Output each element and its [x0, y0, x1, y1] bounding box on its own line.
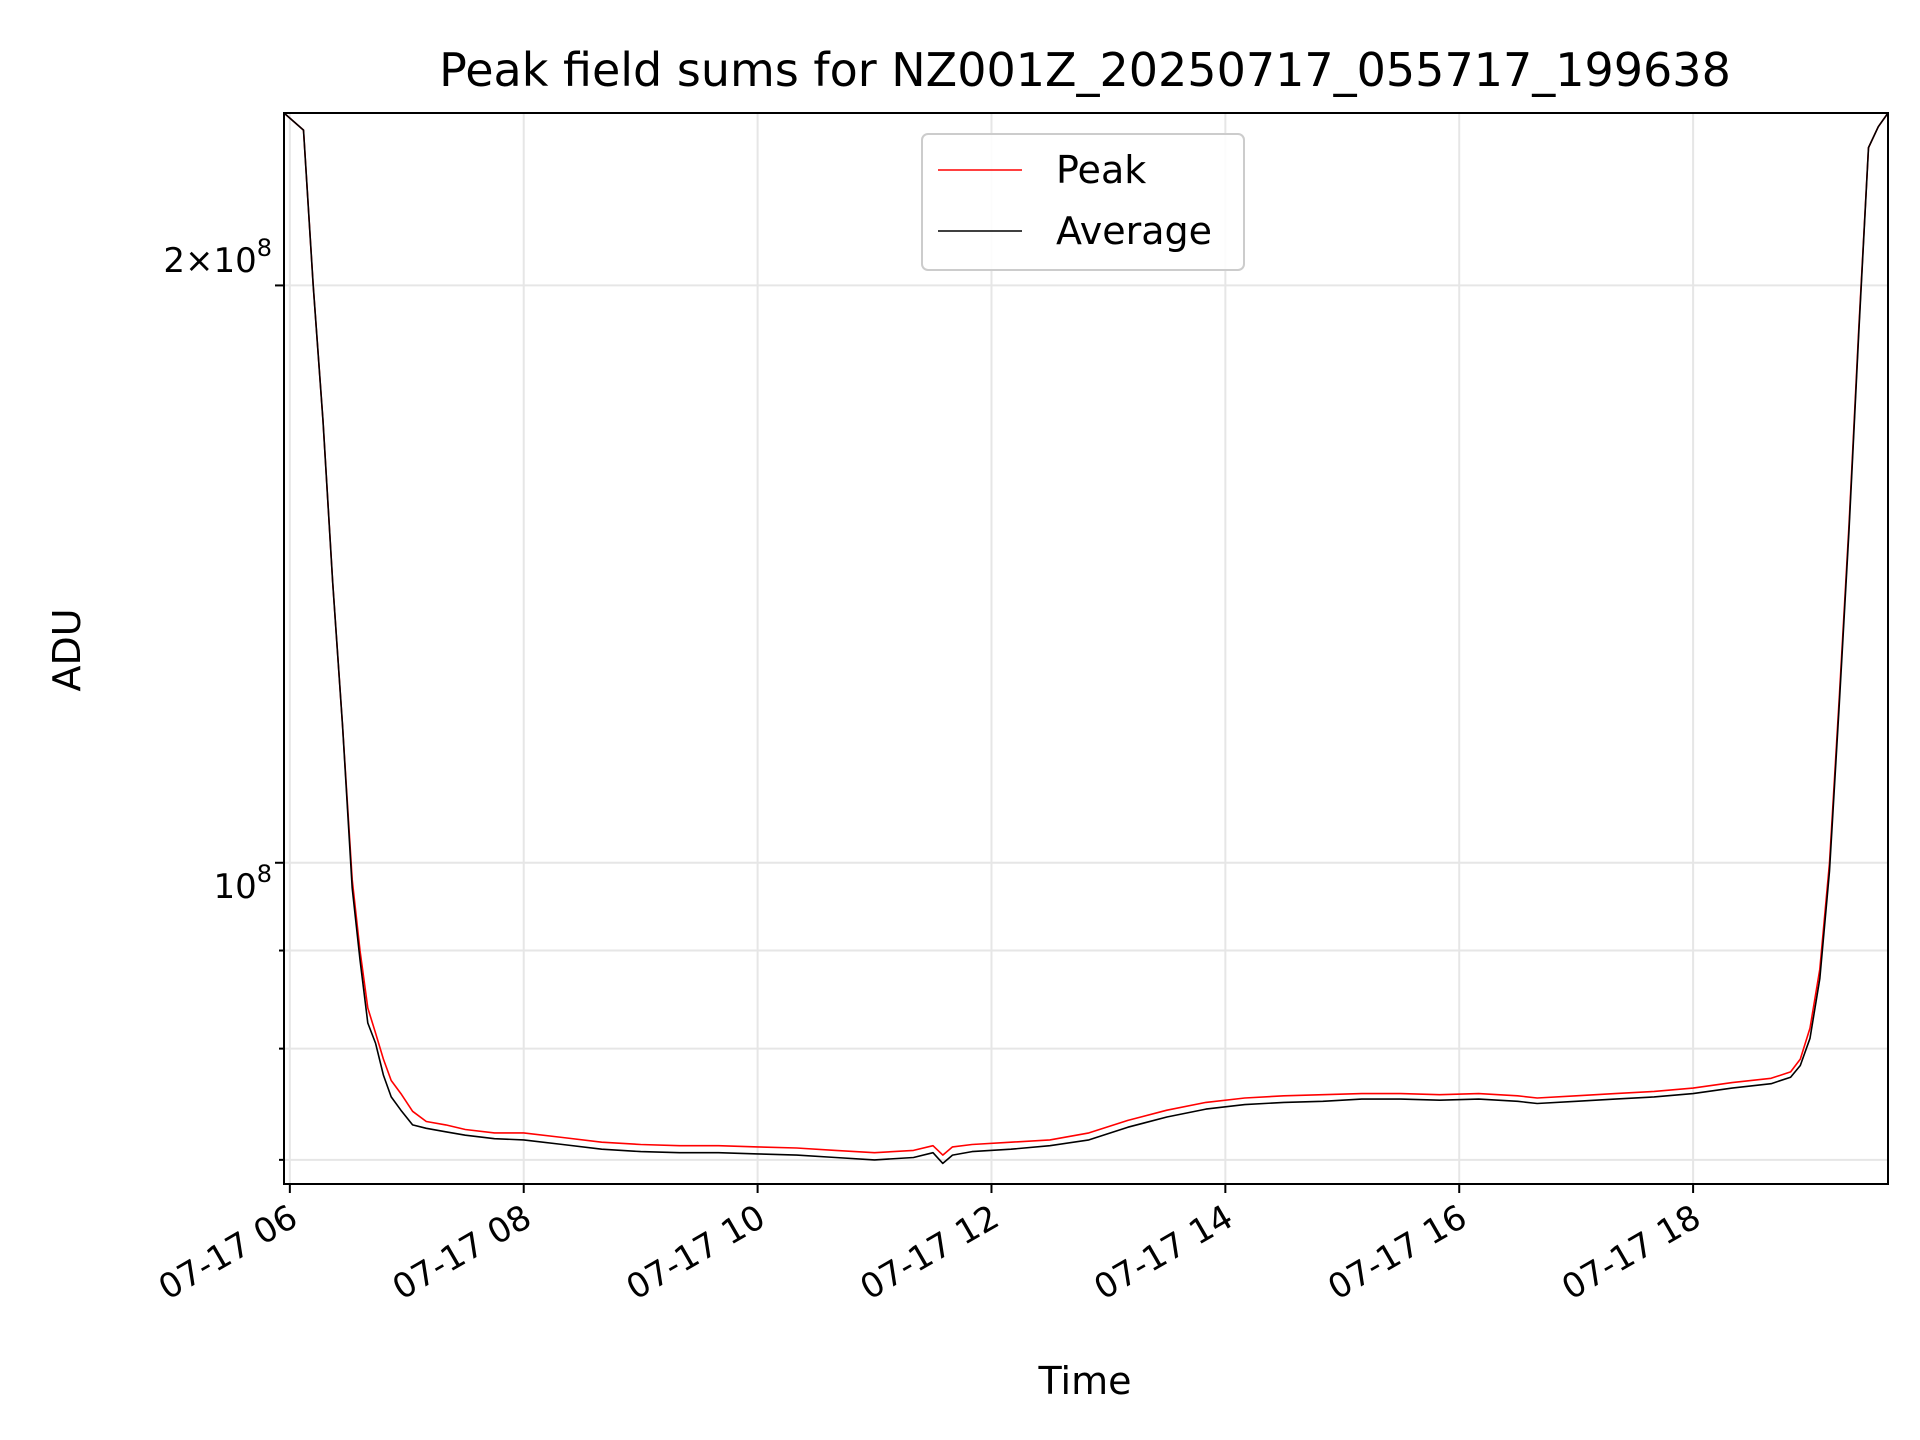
grid — [284, 113, 1888, 1184]
plot-area — [283, 112, 1889, 1165]
y-tick-1e8-exp: 8 — [257, 860, 272, 888]
legend-label-peak: Peak — [1056, 148, 1146, 192]
y-axis-label: ADU — [45, 608, 89, 691]
legend-label-average: Average — [1056, 209, 1212, 253]
series-line-average — [283, 112, 1889, 1165]
y-tick-label-1e8: 108 — [213, 860, 272, 907]
y-tick-1e8-ten: 10 — [213, 867, 256, 907]
y-tick-2e8-times: × — [185, 241, 214, 281]
series-line-peak — [283, 112, 1889, 1156]
y-tick-2e8-exp: 8 — [257, 234, 272, 262]
x-axis-label: Time — [1038, 1359, 1132, 1403]
y-tick-2e8-ten: 10 — [213, 241, 256, 281]
plot-frame — [283, 112, 1889, 1185]
legend-box — [921, 133, 1245, 271]
y-axis: 2×108 108 — [163, 234, 284, 1161]
legend: Peak Average — [921, 133, 1245, 271]
y-tick-2e8-base: 2 — [163, 241, 185, 281]
chart-title: Peak field sums for NZ001Z_20250717_0557… — [439, 43, 1731, 97]
y-tick-label-2e8: 2×108 — [163, 234, 272, 281]
